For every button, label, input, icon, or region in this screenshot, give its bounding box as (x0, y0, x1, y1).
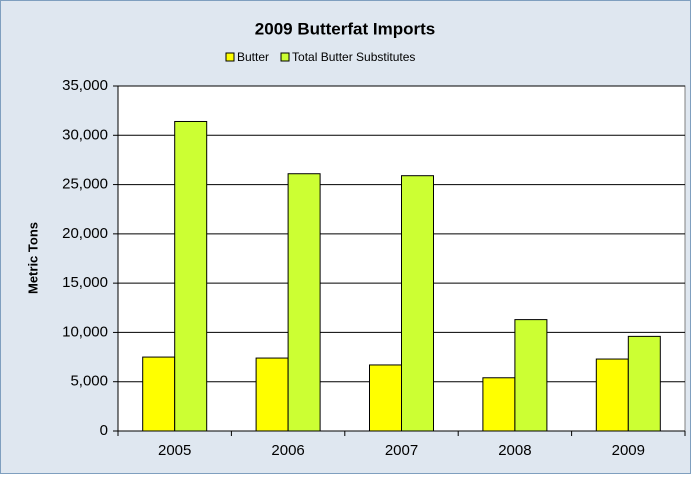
bar (595, 358, 629, 432)
x-tick-label: 2007 (385, 442, 418, 459)
bar (369, 364, 402, 432)
y-axis-label: Metric Tons (25, 222, 40, 294)
bar (482, 377, 516, 432)
y-tick-label: 10,000 (62, 323, 108, 340)
bar (174, 120, 208, 432)
bar (401, 175, 434, 432)
bar (255, 357, 289, 432)
y-tick-label: 0 (100, 422, 108, 439)
bar (627, 335, 661, 432)
chart-title: 2009 Butterfat Imports (255, 19, 435, 38)
y-tick-label: 20,000 (62, 225, 108, 242)
x-tick-label: 2009 (612, 442, 645, 459)
bar (142, 356, 176, 432)
y-tick-label: 35,000 (62, 77, 108, 94)
y-tick-label: 30,000 (62, 126, 108, 143)
y-tick-label: 15,000 (62, 274, 108, 291)
x-tick-label: 2006 (271, 442, 304, 459)
bar (514, 319, 548, 432)
legend-label: Butter (237, 50, 269, 64)
bar (287, 173, 321, 432)
x-tick-label: 2005 (158, 442, 191, 459)
legend-swatch (225, 52, 235, 62)
y-tick-label: 5,000 (70, 373, 108, 390)
x-tick-label: 2008 (498, 442, 531, 459)
legend-label: Total Butter Substitutes (292, 50, 415, 64)
legend-swatch (280, 52, 290, 62)
y-tick-label: 25,000 (62, 176, 108, 193)
